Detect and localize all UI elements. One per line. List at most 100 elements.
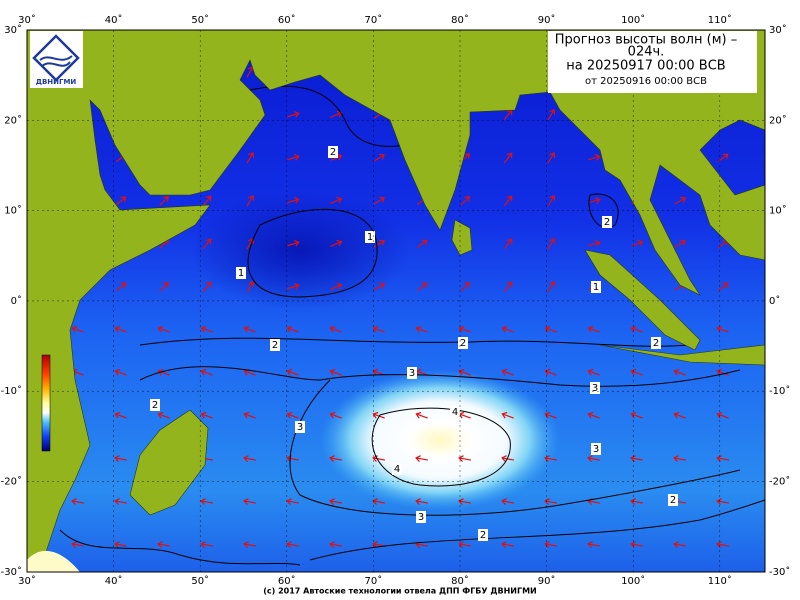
wind-arrow — [71, 498, 85, 506]
lon-label: 40˚ — [105, 14, 123, 26]
wind-arrow — [544, 541, 558, 549]
contour-label-bg — [590, 382, 600, 394]
contour-label: 2 — [480, 530, 486, 541]
wind-arrow — [501, 498, 515, 506]
lon-label: 80˚ — [451, 575, 469, 587]
title-line: 024ч. — [628, 45, 665, 60]
wind-arrow — [287, 153, 300, 161]
contour-label: 2 — [670, 495, 676, 506]
wind-arrow — [673, 455, 687, 463]
wind-arrow — [373, 196, 386, 205]
wind-arrow — [547, 108, 556, 121]
wind-arrow — [71, 325, 84, 333]
wind-arrow — [458, 541, 472, 549]
lon-label: 90˚ — [538, 14, 556, 26]
wind-arrow — [159, 195, 169, 206]
wind-arrow — [501, 325, 514, 333]
wind-arrow — [114, 325, 127, 333]
wind-arrow — [587, 411, 600, 419]
contour-label: 2 — [604, 217, 610, 228]
wind-arrow — [243, 498, 257, 506]
wind-arrow — [373, 239, 386, 248]
wind-arrow — [588, 154, 601, 161]
wind-arrow — [202, 281, 212, 293]
logo-mark — [32, 34, 80, 82]
colorbar — [41, 354, 51, 452]
wind-arrow — [200, 325, 213, 333]
lat-label: 0˚ — [11, 295, 22, 307]
contour-label-bg — [668, 494, 678, 506]
title-line: от 20250916 00:00 ВСВ — [585, 76, 707, 87]
wind-arrow — [674, 196, 687, 205]
contour-label-bg — [478, 529, 488, 541]
wind-arrow — [246, 194, 255, 207]
lon-label: 60˚ — [278, 575, 296, 587]
lon-label: 30˚ — [18, 14, 36, 26]
wind-arrow — [544, 411, 557, 419]
contour-label: 3 — [297, 422, 303, 433]
wind-arrow — [673, 411, 686, 419]
wind-arrow — [200, 498, 214, 506]
wind-arrow — [501, 541, 515, 549]
contour-label-bg — [458, 337, 468, 349]
lat-label: -10˚ — [769, 385, 790, 397]
wind-arrow — [544, 325, 557, 333]
wind-arrow — [673, 368, 686, 376]
wind-arrow — [547, 151, 556, 164]
wind-arrow — [458, 455, 472, 463]
contour-label-bg — [392, 463, 402, 475]
lat-label: -10˚ — [1, 385, 22, 397]
wind-arrow — [372, 325, 385, 333]
wind-arrow — [587, 325, 600, 333]
wind-arrow — [329, 455, 343, 463]
lon-label: 70˚ — [365, 14, 383, 26]
wind-arrow — [587, 541, 601, 549]
wind-arrow — [157, 325, 170, 333]
wind-arrow — [286, 411, 299, 419]
high-waves — [320, 370, 560, 510]
contour-label: 3 — [593, 444, 599, 455]
lon-label: 90˚ — [538, 575, 556, 587]
wind-arrow — [501, 455, 515, 463]
wind-arrow — [329, 498, 343, 506]
wind-arrow — [287, 110, 300, 118]
contour-label-bg — [365, 231, 375, 243]
wind-arrow — [243, 455, 257, 463]
wind-arrow — [372, 541, 386, 549]
wind-arrow — [243, 541, 257, 549]
lon-label: 50˚ — [191, 575, 209, 587]
wind-arrow — [373, 282, 386, 291]
wind-arrow — [588, 240, 601, 247]
lat-label: -30˚ — [1, 566, 22, 578]
wind-arrow — [114, 368, 127, 376]
wind-arrow — [329, 411, 342, 419]
cape-waves — [27, 550, 80, 572]
wind-arrow — [416, 239, 428, 249]
lat-label: 0˚ — [769, 295, 780, 307]
lon-label: 70˚ — [365, 575, 383, 587]
wind-arrow — [114, 411, 127, 419]
wind-arrow — [243, 325, 256, 333]
wind-arrow — [458, 368, 471, 376]
contour-label-bg — [416, 511, 426, 523]
wind-arrow — [202, 238, 212, 250]
contour-label-bg — [236, 267, 246, 279]
title-box: Прогноз высоты волн (м) – 024ч. на 20250… — [548, 31, 757, 93]
wind-arrow — [157, 541, 171, 549]
land — [27, 30, 765, 572]
wind-arrow — [544, 368, 557, 376]
title-bg — [548, 31, 757, 93]
wind-arrow — [157, 411, 170, 419]
lat-label: 10˚ — [4, 205, 22, 217]
contour-label: 2 — [272, 340, 278, 351]
wind-arrow — [503, 195, 513, 207]
wind-arrow — [373, 153, 386, 162]
contour-label: 2 — [152, 400, 158, 411]
wind-arrow — [415, 498, 429, 506]
wind-arrow — [544, 455, 558, 463]
wind-arrow — [159, 281, 169, 292]
wind-arrow — [503, 238, 513, 250]
wind-arrow — [547, 194, 556, 207]
wind-arrow — [547, 237, 556, 250]
contour-label: 2 — [330, 147, 336, 158]
